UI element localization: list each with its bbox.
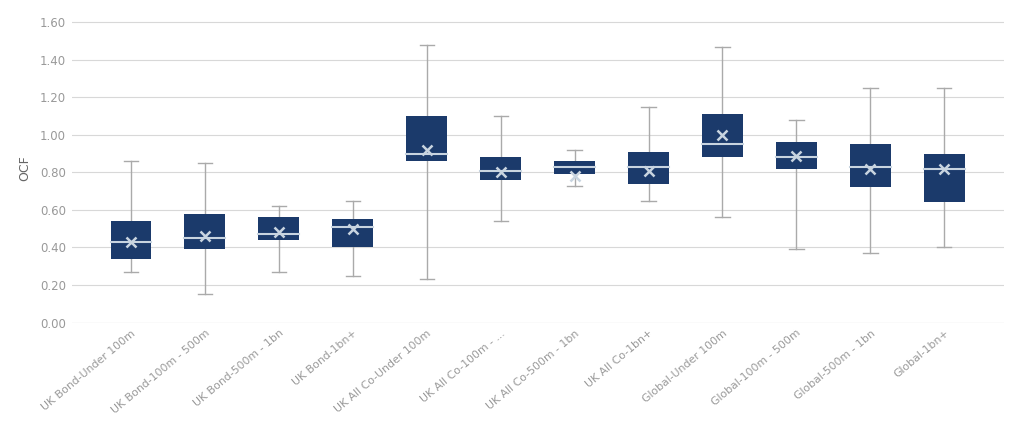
Bar — [258, 218, 299, 240]
Bar — [924, 154, 965, 203]
Bar — [111, 221, 152, 259]
Bar — [776, 142, 817, 169]
Bar — [850, 144, 891, 187]
Bar — [480, 157, 521, 180]
Bar — [407, 116, 447, 161]
Y-axis label: OCF: OCF — [18, 155, 32, 181]
Bar — [702, 114, 742, 157]
Bar — [333, 219, 373, 247]
Bar — [184, 214, 225, 249]
Bar — [628, 152, 669, 184]
Bar — [554, 161, 595, 174]
